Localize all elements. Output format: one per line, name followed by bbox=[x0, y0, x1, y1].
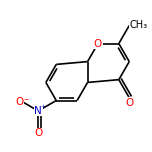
Text: −: − bbox=[23, 96, 28, 101]
Text: CH₃: CH₃ bbox=[129, 21, 147, 31]
Text: N: N bbox=[34, 106, 42, 116]
Text: O: O bbox=[125, 98, 133, 108]
Text: O: O bbox=[34, 128, 42, 138]
Text: +: + bbox=[41, 104, 46, 109]
Text: O: O bbox=[94, 39, 102, 48]
Text: O: O bbox=[15, 97, 23, 107]
